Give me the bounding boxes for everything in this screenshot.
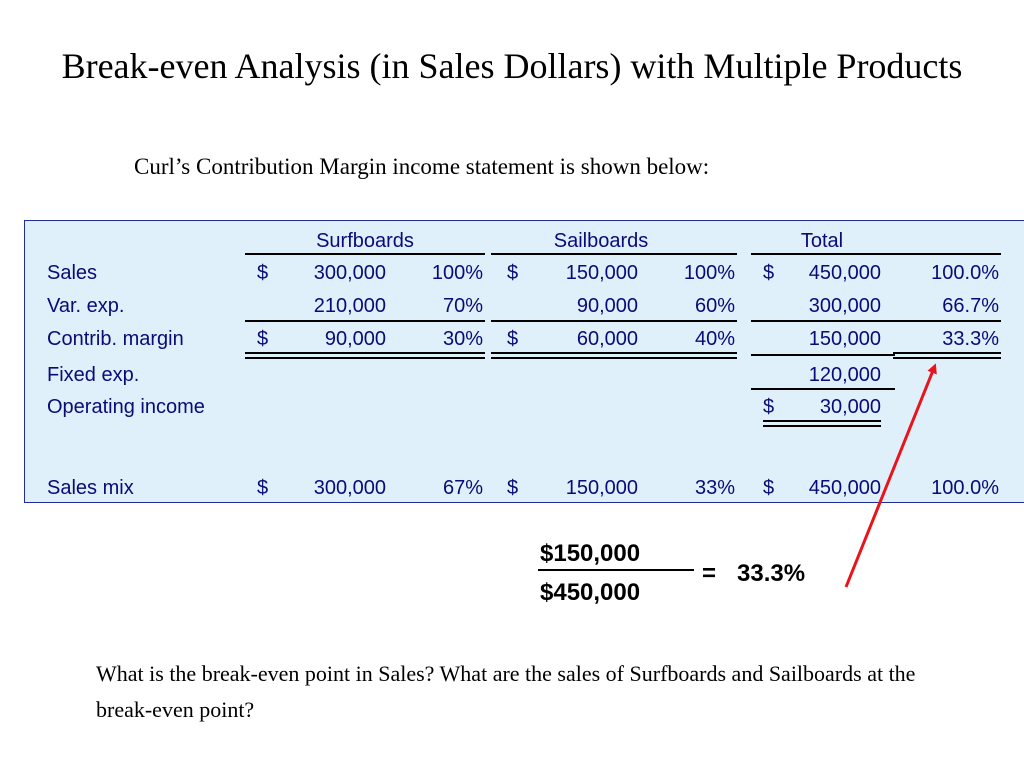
cell-contrib-surf-pct: 30% <box>442 328 483 350</box>
row-label-sales: Sales <box>47 262 98 284</box>
question-text: What is the break-even point in Sales? W… <box>96 661 916 722</box>
cell-sales-sail-sign: $ <box>507 262 519 284</box>
row-label-contrib-margin: Contrib. margin <box>47 328 184 350</box>
cell-contrib-total-amount: 150,000 <box>808 328 881 350</box>
formula-result: 33.3% <box>737 560 806 587</box>
cell-mix-sail-pct: 33% <box>694 477 735 499</box>
cell-operating-total-sign: $ <box>763 396 775 418</box>
row-label-operating-income: Operating income <box>47 396 205 418</box>
cell-sales-total-amount: 450,000 <box>808 262 881 284</box>
double-underline-contrib-pct <box>893 352 1001 359</box>
header-underline-sailboards <box>491 253 737 255</box>
cell-mix-surf-pct: 67% <box>442 477 483 499</box>
subtitle: Curl’s Contribution Margin income statem… <box>134 154 710 179</box>
underline-var-surf <box>245 320 485 322</box>
underline-fixed-total <box>751 388 895 390</box>
cell-mix-sail-sign: $ <box>507 477 519 499</box>
page-title: Break-even Analysis (in Sales Dollars) w… <box>61 46 963 86</box>
cell-sales-surf-pct: 100% <box>431 262 483 284</box>
header-sailboards: Sailboards <box>553 230 649 252</box>
cell-var-surf-amount: 210,000 <box>313 295 386 317</box>
cell-var-surf-pct: 70% <box>442 295 483 317</box>
row-label-fixed-exp: Fixed exp. <box>47 364 140 386</box>
cell-contrib-surf-amount: 90,000 <box>324 328 386 350</box>
cell-operating-total-amount: 30,000 <box>819 396 881 418</box>
income-statement-panel: Surfboards Sailboards Total Sales $ 300,… <box>24 220 1024 503</box>
header-total: Total <box>800 230 844 252</box>
header-underline-surfboards <box>245 253 485 255</box>
cell-mix-total-sign: $ <box>763 477 775 499</box>
row-label-var-exp: Var. exp. <box>47 295 125 317</box>
row-label-sales-mix: Sales mix <box>47 477 134 499</box>
cell-sales-sail-amount: 150,000 <box>565 262 638 284</box>
underline-var-sail <box>491 320 737 322</box>
cell-contrib-sail-sign: $ <box>507 328 519 350</box>
cell-var-sail-pct: 60% <box>694 295 735 317</box>
cell-mix-surf-sign: $ <box>257 477 269 499</box>
cell-var-sail-amount: 90,000 <box>576 295 638 317</box>
double-underline-contrib-sail <box>491 352 737 359</box>
formula-numerator: $150,000 <box>540 540 641 567</box>
cell-contrib-total-pct: 33.3% <box>942 328 999 350</box>
cell-contrib-surf-sign: $ <box>257 328 269 350</box>
cell-var-total-amount: 300,000 <box>808 295 881 317</box>
cell-sales-surf-amount: 300,000 <box>313 262 386 284</box>
cell-sales-surf-sign: $ <box>257 262 269 284</box>
cell-contrib-sail-pct: 40% <box>694 328 735 350</box>
cell-mix-total-pct: 100.0% <box>931 477 999 499</box>
cell-sales-sail-pct: 100% <box>683 262 735 284</box>
cell-mix-sail-amount: 150,000 <box>565 477 638 499</box>
header-underline-total <box>751 253 1001 255</box>
underline-var-total <box>751 320 1001 322</box>
header-surfboards: Surfboards <box>316 230 414 252</box>
cell-mix-total-amount: 450,000 <box>808 477 881 499</box>
formula-denominator: $450,000 <box>540 579 641 606</box>
underline-contrib-total <box>751 354 895 356</box>
formula-equals: = <box>702 560 717 587</box>
cell-sales-total-pct: 100.0% <box>931 262 999 284</box>
double-underline-contrib-surf <box>245 352 485 359</box>
double-underline-operating <box>763 420 881 427</box>
cell-mix-surf-amount: 300,000 <box>313 477 386 499</box>
cell-fixed-total-amount: 120,000 <box>808 364 881 386</box>
cell-contrib-sail-amount: 60,000 <box>576 328 638 350</box>
cell-sales-total-sign: $ <box>763 262 775 284</box>
fraction-bar <box>538 569 694 571</box>
cell-var-total-pct: 66.7% <box>942 295 999 317</box>
